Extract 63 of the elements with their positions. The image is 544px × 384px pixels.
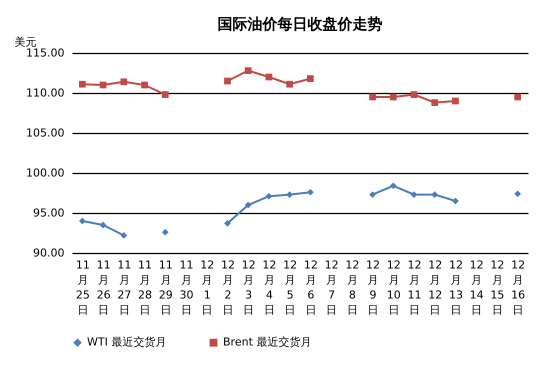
x-tick-label: 11月30日 bbox=[180, 258, 194, 316]
x-tick-label: 12月6日 bbox=[304, 258, 318, 316]
point bbox=[514, 94, 521, 100]
point bbox=[410, 91, 418, 98]
x-tick-label: 11月25日 bbox=[76, 258, 90, 316]
y-tick-label: 95.00 bbox=[33, 206, 64, 220]
y-tick-label: 110.00 bbox=[26, 86, 64, 100]
point bbox=[307, 188, 314, 196]
y-axis-title: 美元 bbox=[14, 36, 36, 48]
point bbox=[244, 67, 252, 74]
legend-label: Brent 最近交货月 bbox=[223, 336, 312, 349]
x-tick-label: 12月12日 bbox=[428, 258, 442, 316]
x-tick-label: 12月8日 bbox=[345, 258, 360, 316]
point bbox=[79, 80, 86, 88]
point bbox=[100, 222, 106, 228]
x-tick-label: 12月13日 bbox=[448, 258, 463, 316]
point bbox=[431, 191, 438, 198]
x-tick-label: 11月28日 bbox=[138, 258, 152, 316]
point bbox=[266, 192, 272, 200]
x-tick-label: 12月3日 bbox=[242, 258, 256, 316]
point bbox=[266, 74, 272, 80]
point bbox=[162, 228, 169, 236]
x-tick-label: 12月10日 bbox=[386, 258, 401, 316]
y-tick-label: 100.00 bbox=[26, 166, 64, 180]
x-tick-label: 11月26日 bbox=[96, 258, 111, 316]
x-tick-label: 12月5日 bbox=[283, 258, 298, 316]
point bbox=[286, 191, 293, 198]
x-tick-label: 11月27日 bbox=[117, 258, 132, 316]
point bbox=[120, 232, 128, 239]
point bbox=[79, 218, 86, 224]
x-tick-label: 12月14日 bbox=[470, 258, 484, 316]
point bbox=[452, 198, 459, 204]
point bbox=[162, 91, 169, 98]
point bbox=[514, 190, 521, 198]
point bbox=[390, 94, 397, 100]
point bbox=[431, 99, 438, 106]
point bbox=[390, 182, 397, 190]
point bbox=[286, 80, 293, 88]
x-tick-label: 12月7日 bbox=[324, 258, 339, 316]
y-tick-label: 90.00 bbox=[33, 246, 64, 260]
point bbox=[307, 75, 314, 82]
x-tick-label: 12月15日 bbox=[490, 258, 504, 316]
point bbox=[100, 82, 106, 88]
chart-title: 国际油价每日收盘价走势 bbox=[218, 15, 382, 33]
x-tick-label: 12月9日 bbox=[366, 258, 380, 316]
point bbox=[369, 191, 376, 198]
point bbox=[452, 98, 459, 104]
point bbox=[141, 82, 148, 88]
point bbox=[410, 191, 418, 198]
x-tick-label: 12月4日 bbox=[262, 258, 276, 316]
legend-label: WTI 最近交货月 bbox=[87, 336, 166, 349]
y-tick-label: 115.00 bbox=[26, 46, 64, 60]
x-tick-label: 11月29日 bbox=[158, 258, 173, 316]
point bbox=[369, 94, 376, 100]
x-tick-label: 12月1日 bbox=[200, 258, 214, 316]
point bbox=[120, 78, 128, 86]
x-tick-label: 12月11日 bbox=[408, 258, 422, 316]
point bbox=[244, 202, 252, 208]
x-tick-label: 12月16日 bbox=[511, 258, 526, 316]
point bbox=[224, 78, 231, 84]
y-tick-label: 105.00 bbox=[26, 126, 64, 140]
x-tick-label: 12月2日 bbox=[220, 258, 235, 316]
point bbox=[224, 220, 231, 227]
